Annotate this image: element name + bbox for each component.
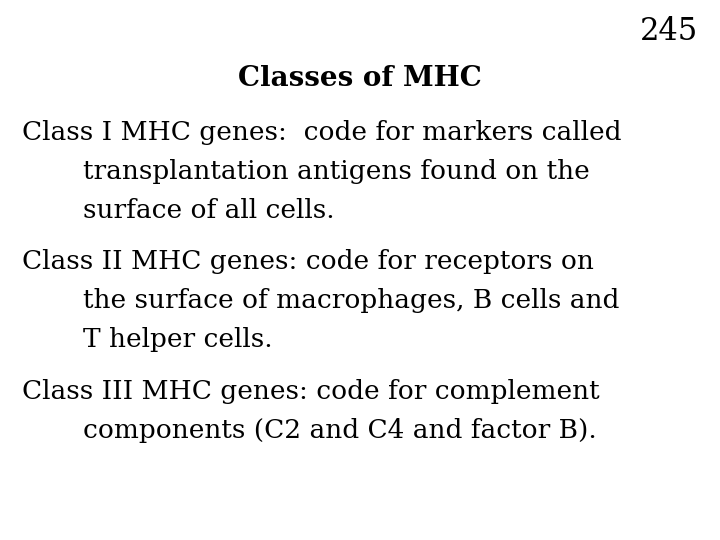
Text: Class II MHC genes: code for receptors on: Class II MHC genes: code for receptors o… bbox=[22, 249, 593, 274]
Text: Class I MHC genes:  code for markers called: Class I MHC genes: code for markers call… bbox=[22, 120, 621, 145]
Text: transplantation antigens found on the: transplantation antigens found on the bbox=[83, 159, 590, 184]
Text: components (C2 and C4 and factor B).: components (C2 and C4 and factor B). bbox=[83, 418, 597, 443]
Text: surface of all cells.: surface of all cells. bbox=[83, 198, 334, 222]
Text: T helper cells.: T helper cells. bbox=[83, 327, 272, 352]
Text: the surface of macrophages, B cells and: the surface of macrophages, B cells and bbox=[83, 288, 619, 313]
Text: Classes of MHC: Classes of MHC bbox=[238, 65, 482, 92]
Text: 245: 245 bbox=[640, 16, 698, 47]
Text: Class III MHC genes: code for complement: Class III MHC genes: code for complement bbox=[22, 379, 599, 404]
